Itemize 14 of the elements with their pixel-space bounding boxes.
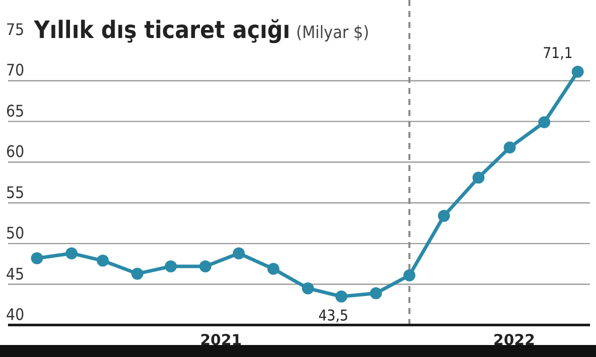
y-tick-label: 55 (6, 182, 24, 202)
y-tick-label: 45 (6, 264, 24, 284)
chart-subtitle: (Milyar $) (296, 23, 370, 43)
y-tick-label: 40 (6, 305, 24, 324)
y-tick-label: 75 (6, 20, 24, 39)
x-tick-label: 2021 (200, 331, 242, 349)
y-tick-label: 65 (6, 101, 24, 120)
data-label: 43,5 (318, 306, 348, 324)
data-label: 71,1 (542, 44, 573, 62)
y-tick-label: 50 (6, 224, 24, 243)
y-tick-label: 60 (6, 142, 24, 162)
y-tick-label: 70 (6, 60, 24, 80)
x-tick-label: 2022 (493, 331, 536, 349)
chart-title: Yıllık dış ticaret açığı (33, 16, 290, 44)
